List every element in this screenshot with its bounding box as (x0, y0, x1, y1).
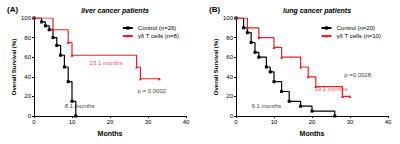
svg-text:(B): (B) (209, 5, 220, 14)
svg-text:40: 40 (183, 119, 190, 125)
svg-text:0: 0 (32, 119, 36, 125)
svg-text:100: 100 (21, 15, 32, 21)
svg-text:Overall Survival (%): Overall Survival (%) (213, 39, 219, 95)
svg-text:60: 60 (226, 54, 233, 60)
svg-text:80: 80 (226, 35, 233, 41)
svg-text:40: 40 (385, 119, 392, 125)
svg-text:p =0.0028: p =0.0028 (344, 72, 372, 78)
svg-text:(A): (A) (7, 5, 18, 14)
svg-text:lung cancer patients: lung cancer patients (283, 7, 351, 15)
svg-text:Overall Survival (%): Overall Survival (%) (11, 39, 17, 95)
svg-text:p = 0.0002: p = 0.0002 (138, 88, 167, 94)
svg-text:Months: Months (98, 130, 123, 137)
svg-text:Control (n=26): Control (n=26) (138, 25, 177, 31)
svg-text:60: 60 (24, 54, 31, 60)
svg-text:γδ T cells (n=10): γδ T cells (n=10) (336, 33, 380, 39)
svg-text:10: 10 (271, 119, 278, 125)
svg-text:80: 80 (24, 35, 31, 41)
svg-text:γδ T cells (n=8): γδ T cells (n=8) (138, 33, 179, 39)
svg-text:20: 20 (24, 93, 31, 99)
svg-text:30: 30 (347, 119, 354, 125)
svg-text:30: 30 (145, 119, 152, 125)
svg-text:0: 0 (234, 119, 238, 125)
svg-text:20: 20 (107, 119, 114, 125)
svg-text:Control (n=20): Control (n=20) (336, 25, 375, 31)
svg-text:40: 40 (24, 74, 31, 80)
svg-text:23.1 months: 23.1 months (90, 60, 123, 66)
svg-text:liver cancer patients: liver cancer patients (81, 7, 149, 15)
svg-text:100: 100 (223, 15, 234, 21)
svg-text:0: 0 (230, 113, 234, 119)
svg-text:0: 0 (28, 113, 32, 119)
svg-text:8.1 months: 8.1 months (65, 103, 95, 109)
svg-text:40: 40 (226, 74, 233, 80)
svg-text:20: 20 (226, 93, 233, 99)
svg-text:Months: Months (300, 130, 325, 137)
svg-text:9.1 months: 9.1 months (252, 103, 282, 109)
svg-text:20: 20 (309, 119, 316, 125)
svg-text:10: 10 (69, 119, 76, 125)
